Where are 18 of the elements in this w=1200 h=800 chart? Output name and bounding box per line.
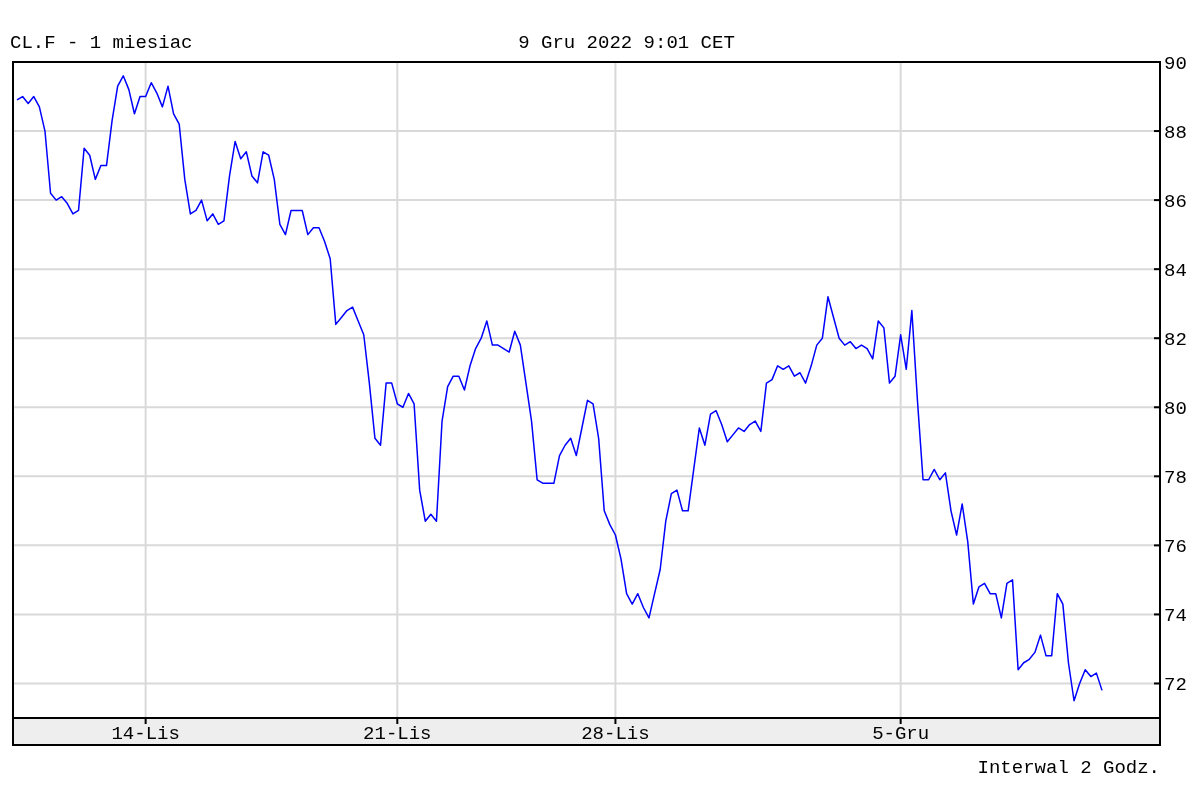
y-tick-label: 84 — [1164, 259, 1187, 282]
y-tick-label: 72 — [1164, 674, 1187, 697]
y-tick-label: 90 — [1164, 52, 1187, 75]
y-tick-label: 76 — [1164, 536, 1187, 559]
y-tick-label: 78 — [1164, 466, 1187, 489]
x-tick-label: 5-Gru — [872, 723, 930, 745]
x-tick-label: 28-Lis — [581, 723, 650, 745]
text: Interwal 2 Godz. — [977, 757, 1160, 779]
y-tick-label: 80 — [1164, 397, 1187, 420]
x-tick-label: 14-Lis — [111, 723, 180, 745]
x-tick-label: 21-Lis — [363, 723, 432, 745]
y-tick-label: 74 — [1164, 605, 1187, 628]
y-tick-label: 82 — [1164, 328, 1187, 351]
chart-title: CL.F - 1 miesiac — [10, 32, 193, 54]
line-series — [16, 75, 1103, 702]
chart-subtitle: 9 Gru 2022 9:01 CET — [518, 32, 735, 54]
y-tick-label: 86 — [1164, 190, 1187, 213]
y-tick-label: 88 — [1164, 121, 1187, 144]
